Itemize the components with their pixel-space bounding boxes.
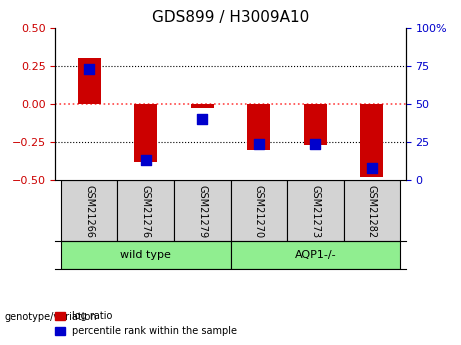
Text: GSM21276: GSM21276 [141, 185, 151, 238]
Text: wild type: wild type [120, 250, 171, 260]
Text: GSM21279: GSM21279 [197, 185, 207, 238]
Text: GSM21266: GSM21266 [84, 185, 94, 238]
Bar [135, 104, 157, 162]
Point [86, 66, 93, 71]
Bar [78, 58, 100, 104]
FancyBboxPatch shape [118, 180, 174, 241]
FancyBboxPatch shape [343, 180, 400, 241]
Text: GSM21282: GSM21282 [367, 185, 377, 238]
Bar [191, 104, 213, 108]
Point [368, 165, 375, 171]
FancyBboxPatch shape [230, 241, 400, 269]
Legend: log ratio, percentile rank within the sample: log ratio, percentile rank within the sa… [51, 307, 241, 340]
Text: GSM21270: GSM21270 [254, 185, 264, 238]
Point [142, 158, 149, 163]
Bar [361, 104, 383, 177]
FancyBboxPatch shape [230, 180, 287, 241]
Point [255, 141, 262, 146]
Text: GSM21273: GSM21273 [310, 185, 320, 238]
FancyBboxPatch shape [61, 241, 230, 269]
Title: GDS899 / H3009A10: GDS899 / H3009A10 [152, 10, 309, 25]
Point [199, 116, 206, 122]
Point [312, 141, 319, 146]
FancyBboxPatch shape [174, 180, 230, 241]
Bar [248, 104, 270, 150]
FancyBboxPatch shape [287, 180, 343, 241]
Text: genotype/variation: genotype/variation [5, 313, 97, 322]
Text: AQP1-/-: AQP1-/- [295, 250, 336, 260]
FancyBboxPatch shape [61, 180, 118, 241]
Bar [304, 104, 326, 145]
